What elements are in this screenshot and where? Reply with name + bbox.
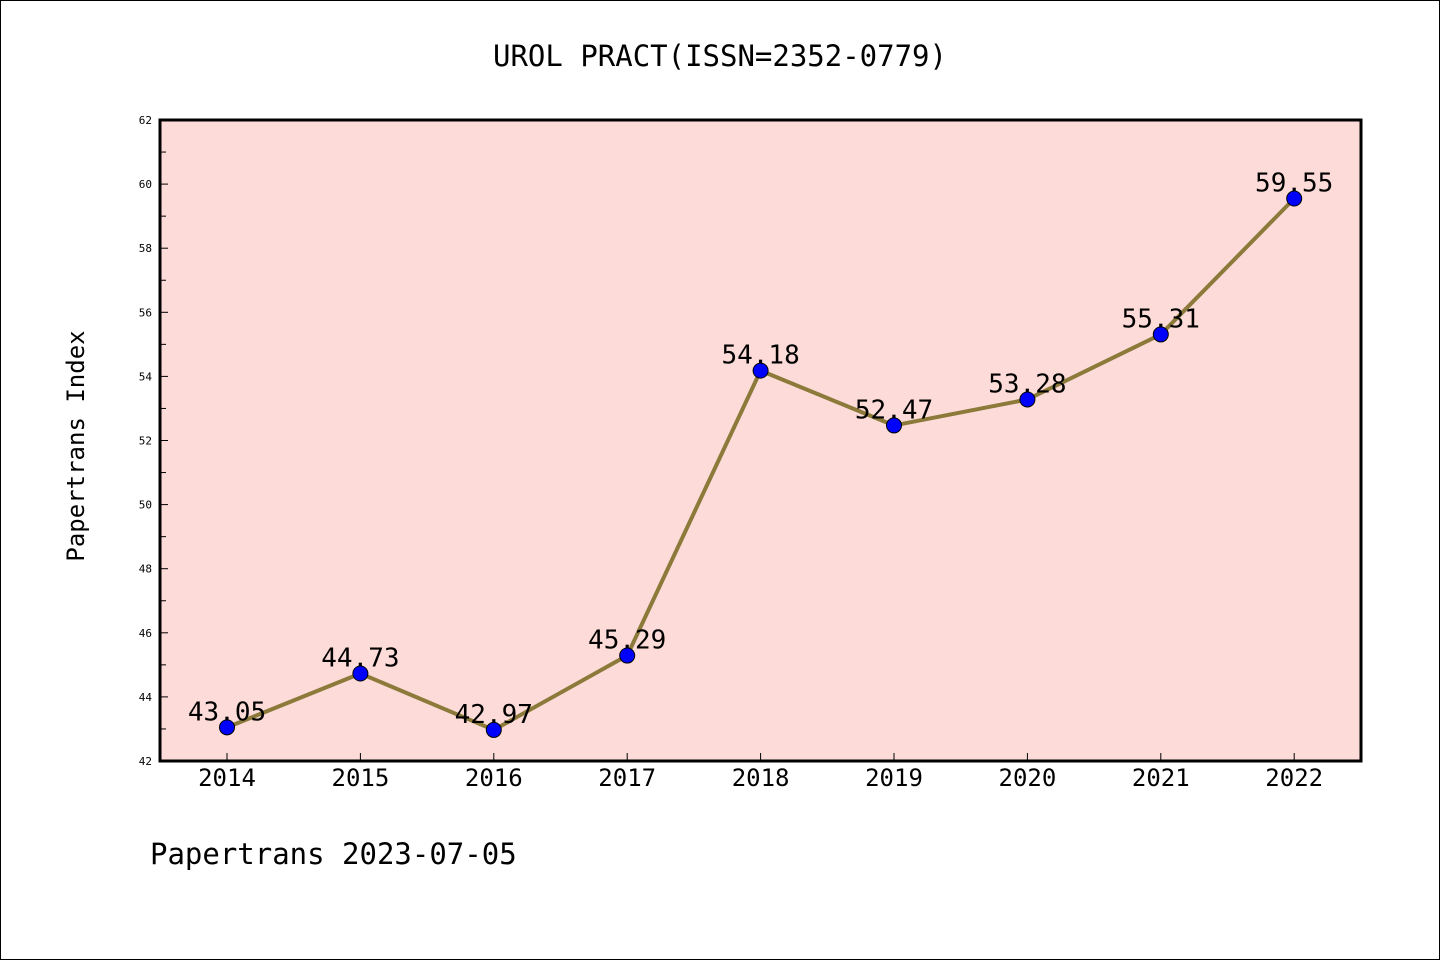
- x-tick-label: 2015: [332, 764, 390, 792]
- data-label: 43.05: [188, 697, 266, 727]
- plot-area: [160, 120, 1361, 761]
- data-label: 59.55: [1255, 169, 1333, 199]
- data-label: 53.28: [988, 369, 1066, 399]
- x-tick-label: 2019: [865, 764, 923, 792]
- data-label: 42.97: [455, 700, 533, 730]
- y-tick-label: 58: [139, 242, 152, 255]
- data-point: [352, 665, 369, 682]
- x-tick-label: 2016: [465, 764, 523, 792]
- y-tick-label: 52: [139, 435, 152, 448]
- y-tick-label: 46: [139, 627, 152, 640]
- data-label: 44.73: [321, 644, 399, 674]
- data-point: [886, 417, 902, 434]
- y-tick-label: 60: [139, 178, 152, 191]
- x-tick-label: 2020: [999, 764, 1057, 792]
- data-point: [619, 647, 636, 664]
- data-label: 45.29: [588, 626, 666, 656]
- data-point: [1019, 391, 1036, 408]
- y-tick-label: 54: [139, 370, 153, 383]
- x-tick-label: 2022: [1265, 764, 1323, 792]
- x-tick-label: 2018: [732, 764, 790, 792]
- data-point: [1286, 190, 1303, 207]
- data-label: 52.47: [855, 395, 933, 425]
- x-tick-label: 2017: [598, 764, 656, 792]
- y-axis: 42 44 46 48 50 52 54 56 58 60 62: [139, 114, 168, 768]
- y-tick-label: 42: [139, 755, 152, 768]
- data-point: [752, 362, 769, 379]
- footer-date: Papertrans 2023-07-05: [150, 837, 517, 871]
- data-point: [485, 721, 502, 738]
- y-tick-label: 56: [139, 306, 152, 319]
- plot-border: [158, 118, 1363, 763]
- x-tick-label: 2021: [1132, 764, 1190, 792]
- data-label: 55.31: [1122, 304, 1200, 334]
- y-tick-label: 62: [139, 114, 152, 127]
- y-axis-label: Papertrans Index: [62, 330, 90, 561]
- data-point: [219, 719, 235, 736]
- data-point: [1152, 326, 1169, 343]
- y-tick-label: 50: [139, 499, 152, 512]
- data-label: 54.18: [721, 341, 799, 371]
- series-group: 43.05 44.73 42.97 45.29 54.18 52.47 53.28 55.31…: [188, 169, 1333, 738]
- x-axis: 2014 2015 2016 2017 2018 2019 2020 2021 2022: [198, 753, 1323, 792]
- y-tick-label: 48: [139, 563, 152, 576]
- y-tick-label: 44: [139, 691, 153, 704]
- x-tick-label: 2014: [198, 764, 256, 792]
- chart-title: UROL PRACT(ISSN=2352-0779): [493, 39, 947, 73]
